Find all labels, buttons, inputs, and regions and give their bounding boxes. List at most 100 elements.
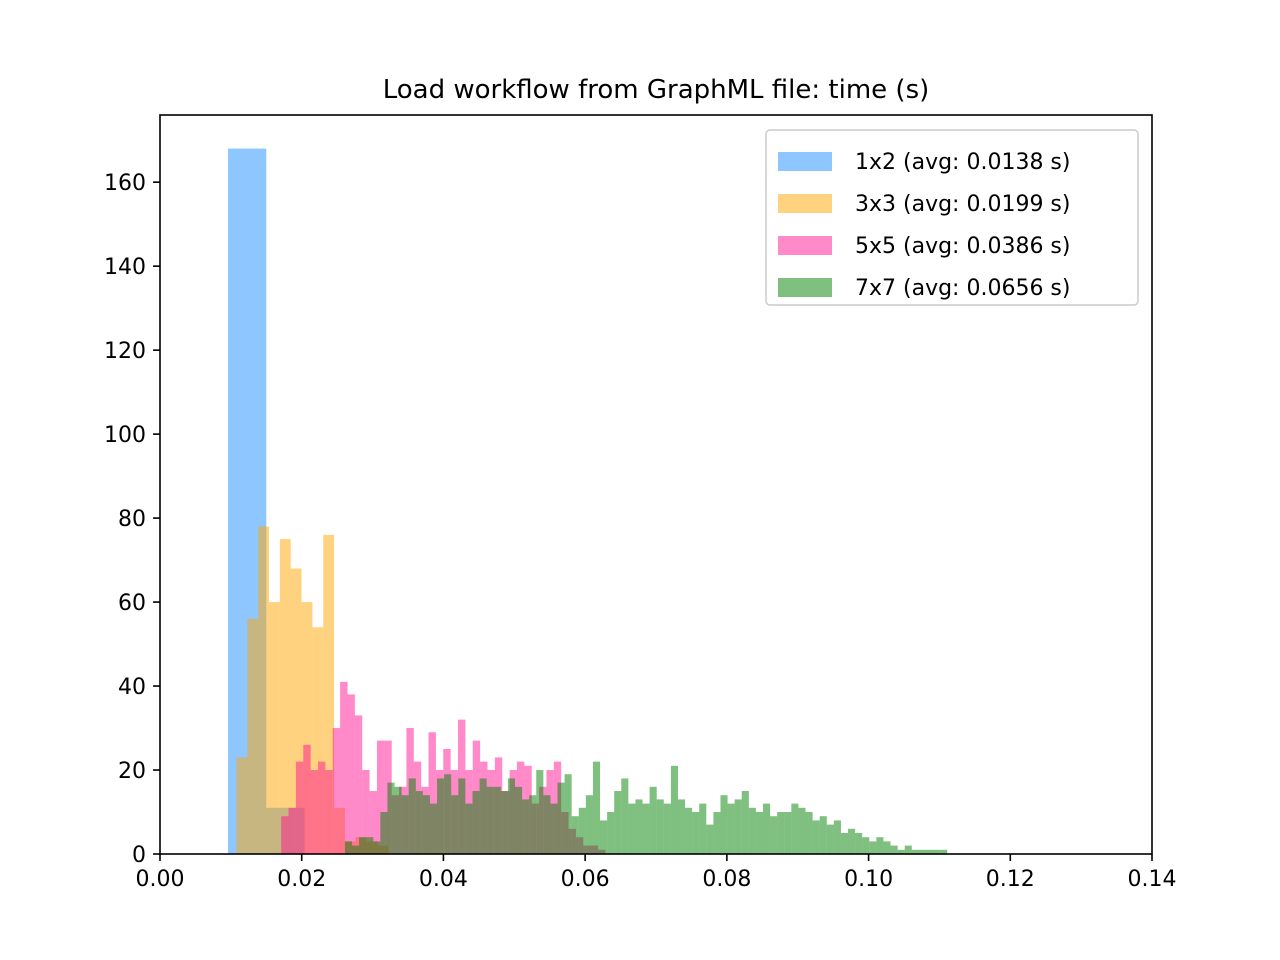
histogram-bar [429,803,438,854]
histogram-bar [401,795,409,854]
histogram-bar [897,849,905,854]
chart-title: Load workflow from GraphML file: time (s… [383,75,930,105]
x-tick-label: 0.02 [277,867,326,892]
histogram-bar [940,849,948,854]
histogram-bar [373,841,381,854]
histogram-bar [706,824,714,854]
histogram-bar [318,761,326,855]
histogram-bar [925,849,934,854]
histogram-bar [536,770,544,854]
histogram-bar [585,795,593,854]
histogram-bar [649,786,657,854]
legend-swatch [778,236,832,255]
histogram-bar [727,803,735,854]
histogram-bar [352,845,360,854]
histogram-bar [543,795,551,854]
histogram-bar [855,833,863,854]
histogram-bar [332,728,341,854]
histogram-bar [387,782,395,854]
histogram-bar [734,799,742,854]
legend-swatch [778,194,832,213]
histogram-bar [437,778,445,854]
histogram-bar [362,770,370,854]
histogram-bar [564,774,572,854]
histogram-bar [288,807,296,854]
histogram-bar [663,803,671,854]
axes-layer: 0.00 0.02 0.04 0.06 0.08 0.10 0.12 0.14 0 20 40 60 8… [104,171,1176,892]
histogram-bar [890,845,898,854]
histogram-bar [805,812,813,854]
histogram-bar [677,799,686,854]
histogram-bar [366,837,374,854]
histogram-bar [784,812,792,854]
x-tick-label: 0.14 [1128,867,1177,892]
histogram-bar [472,791,480,854]
histogram-bar [826,824,834,854]
histogram-bar [692,812,700,854]
histogram-bar [354,715,363,854]
histogram-bar [310,770,319,854]
x-tick-label: 0.04 [419,867,468,892]
histogram-bar [479,778,487,854]
y-tick-label: 60 [118,591,146,616]
histogram-bar [848,828,856,854]
histogram-bar [883,841,891,854]
y-tick-label: 100 [104,423,146,448]
legend-frame [765,129,1139,306]
y-tick-label: 120 [104,339,146,364]
histogram-bar [529,795,537,854]
x-tick-label: 0.00 [136,867,185,892]
x-tick-label: 0.06 [561,867,610,892]
histogram-bar [312,627,324,854]
y-tick-label: 20 [118,759,146,784]
histogram-bar [281,816,289,854]
histogram-bar [323,534,335,854]
y-tick-label: 40 [118,675,146,700]
y-tick-label: 80 [118,507,146,532]
histogram-bar [840,833,849,854]
histogram-bar [303,744,311,854]
histogram-bar [380,812,388,854]
histogram-bar [394,786,402,854]
histogram-bar [359,837,367,854]
histogram-bar [720,795,728,854]
histogram-bar [819,816,827,854]
histogram-bar [301,602,313,854]
y-tick-label: 140 [104,255,146,280]
histogram-bar [428,732,436,854]
histogram-bar [340,681,348,854]
legend: 1x2 (avg: 0.0138 s) 3x3 (avg: 0.0199 s) 5x… [765,129,1139,306]
series-3-bars [344,761,948,855]
histogram-bar [635,799,643,854]
histogram-bar [507,778,515,854]
histogram-bar [269,602,280,854]
legend-label: 3x3 (avg: 0.0199 s) [855,192,1070,217]
histogram-bar [918,849,926,854]
histogram-bar [656,799,664,854]
histogram-bar [762,803,771,854]
plot-frame [159,114,1153,855]
x-tick-label: 0.12 [986,867,1035,892]
legend-swatch [778,152,832,171]
histogram-bar [465,803,473,854]
histogram-bar [451,795,459,854]
legend-swatch [778,278,832,297]
histogram-bar [911,849,919,854]
histogram-bar [557,782,565,854]
histogram-bar [458,778,466,854]
histogram-bar [279,539,291,854]
histogram-bar [578,807,586,854]
histogram-bar [422,795,430,854]
y-tick-label: 160 [104,171,146,196]
histogram-bar [600,820,608,854]
histogram-bar [550,803,558,854]
histogram-bar [486,786,494,854]
histogram-bar [369,791,377,854]
histogram-bar [347,694,355,854]
histogram-bar [236,757,248,854]
histogram-bar [571,816,579,854]
histogram-bar [258,526,270,854]
histogram-bar [812,820,820,854]
y-tick-label: 0 [132,843,146,868]
